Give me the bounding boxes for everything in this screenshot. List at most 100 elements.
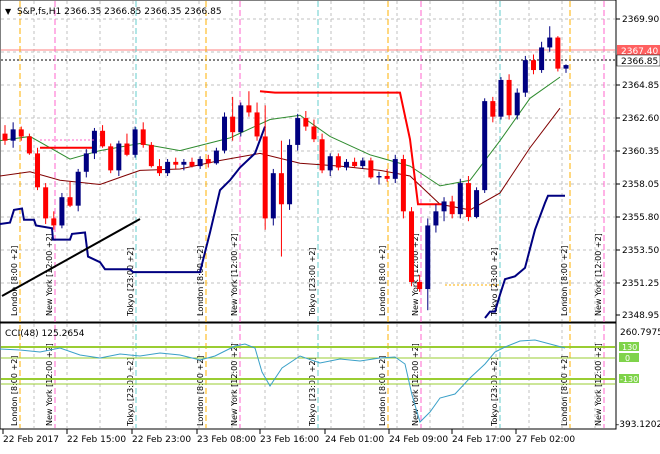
candle-body xyxy=(360,160,366,167)
price-tick-label: 2348.95 xyxy=(622,311,659,321)
candle-body xyxy=(43,187,49,219)
stop-line-blue-1 xyxy=(0,126,266,274)
candle-body xyxy=(67,197,73,206)
time-tick-label: 22 Feb 15:00 xyxy=(67,435,126,445)
cci-polyline xyxy=(0,339,566,423)
time-tick-label: 22 Feb 23:00 xyxy=(132,435,191,445)
price-tick-label: 2360.35 xyxy=(622,147,659,157)
candle-body xyxy=(2,133,8,141)
time-tick-label: 24 Feb 09:00 xyxy=(389,435,448,445)
cci-line xyxy=(0,339,566,423)
candle-body xyxy=(490,101,496,117)
candle-body xyxy=(91,130,97,154)
time-tick-label: 22 Feb 2017 xyxy=(3,435,59,445)
session-label: New York [12:00 +2] xyxy=(411,233,420,316)
candle-body xyxy=(51,218,57,226)
candle-body xyxy=(165,161,171,174)
candle-body xyxy=(189,161,195,167)
session-label: Tokyo [23:00 +2] xyxy=(308,247,317,317)
price-badge-red-text: 2367.40 xyxy=(621,47,658,57)
candle-body xyxy=(522,60,528,93)
candle-body xyxy=(417,281,423,290)
candle-body xyxy=(270,173,276,219)
candle-body xyxy=(197,159,203,167)
candle-body xyxy=(287,144,293,205)
price-tick-label: 2362.60 xyxy=(622,114,659,124)
candle-body xyxy=(75,171,81,206)
candle-body xyxy=(108,146,114,171)
candle-body xyxy=(376,176,382,178)
price-tick-label: 2351.25 xyxy=(622,279,659,289)
session-label: New York [12:00 +2] xyxy=(594,233,603,316)
candle-body xyxy=(474,190,480,217)
stop-line-blue-2 xyxy=(484,194,565,319)
time-tick-label: 23 Feb 08:00 xyxy=(197,435,256,445)
cci-level-0-badge xyxy=(619,353,639,362)
session-label: London [8:00 +2] xyxy=(10,246,19,316)
drawn-objects[interactable] xyxy=(1,139,500,297)
session-label: Tokyo [23:00 +2] xyxy=(126,247,135,317)
candle-body xyxy=(124,143,130,155)
candle-body xyxy=(156,166,162,174)
candle-body xyxy=(132,129,138,155)
session-label: New York [12:00 +2] xyxy=(45,233,54,316)
candle-body xyxy=(18,129,24,137)
candle-body xyxy=(59,197,65,226)
candlesticks xyxy=(2,26,569,311)
candle-body xyxy=(506,79,512,116)
candle-body xyxy=(343,161,349,168)
candle-body xyxy=(555,37,561,69)
candle-body xyxy=(441,201,447,212)
symbol-dropdown-icon[interactable]: ▼ xyxy=(5,7,12,16)
time-tick-label: 27 Feb 02:00 xyxy=(516,435,575,445)
session-label-cci: Tokyo [23:00 +2] xyxy=(490,357,499,427)
time-tick-label: 23 Feb 16:00 xyxy=(260,435,319,445)
candle-body xyxy=(140,129,146,145)
candle-body xyxy=(238,105,244,133)
session-label: London [8:00 +2] xyxy=(378,246,387,316)
ma-fast-line xyxy=(0,76,561,187)
price-axis: 2369.90 2364.85 2362.60 2360.35 2358.05 2355.… xyxy=(616,15,659,321)
candle-body xyxy=(392,159,398,179)
session-label-cci: Tokyo [23:00 +2] xyxy=(308,357,317,427)
cci-level-0-text: 0 xyxy=(625,354,630,363)
candle-body xyxy=(83,153,89,172)
candle-body xyxy=(409,211,415,282)
candle-body xyxy=(498,79,504,117)
price-tick-label: 2369.90 xyxy=(622,15,659,25)
price-badge-red xyxy=(617,45,660,56)
candle-body xyxy=(319,139,325,171)
candle-body xyxy=(148,144,154,167)
candle-body xyxy=(181,161,187,165)
session-label-cci: Tokyo [23:00 +2] xyxy=(126,357,135,427)
grid-lines xyxy=(1,1,615,428)
symbol-info: S&P,fs,H1 2366.35 2366.85 2366.35 2366.8… xyxy=(17,7,222,17)
price-tick-label: 2364.85 xyxy=(622,81,659,91)
candle-body xyxy=(384,176,390,179)
candle-body xyxy=(173,161,179,165)
candle-body xyxy=(262,136,268,219)
candle-body xyxy=(514,92,520,116)
candle-body xyxy=(335,156,341,168)
session-label-cci: London [8:00 +2] xyxy=(196,356,205,426)
cci-level-130-badge xyxy=(619,342,639,351)
time-tick-label: 24 Feb 01:00 xyxy=(325,435,384,445)
candle-body xyxy=(539,47,545,71)
candle-body xyxy=(254,112,260,137)
cci-level-130-text: 130 xyxy=(622,343,637,352)
cci-level-neg130-badge xyxy=(619,374,639,383)
candle-body xyxy=(100,130,106,147)
session-label-cci: New York [12:00 +2] xyxy=(411,343,420,426)
candle-body xyxy=(547,37,553,48)
candle-body xyxy=(278,173,284,205)
candle-body xyxy=(563,65,569,69)
candle-body xyxy=(457,183,463,215)
cci-pane-frame xyxy=(0,322,617,430)
trendline xyxy=(1,218,141,297)
main-pane-frame xyxy=(0,0,617,323)
candle-body xyxy=(303,118,309,127)
session-label: London [8:00 +2] xyxy=(560,246,569,316)
cci-level-neg130-text: -130 xyxy=(620,375,638,384)
cci-title: CCI(48) 125.2654 xyxy=(5,329,85,339)
